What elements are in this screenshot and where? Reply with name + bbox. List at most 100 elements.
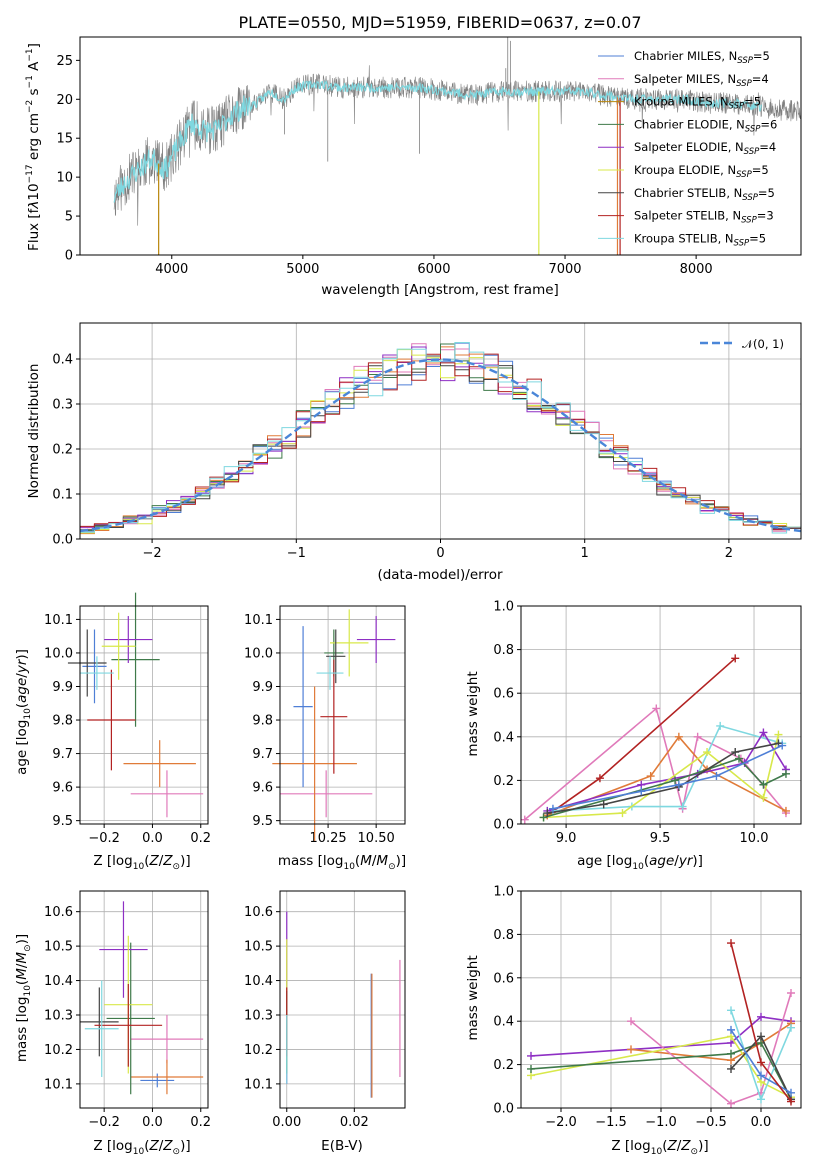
y-tick-label: 0.8 (493, 928, 514, 943)
mass-weight-marker (781, 806, 790, 815)
x-tick-label: 0.2 (190, 831, 211, 846)
axes-frame (520, 605, 802, 825)
panel-c-ylabel: mass weight (465, 671, 481, 756)
y-tick-label: 9.5 (252, 814, 273, 829)
x-tick-label: 4000 (155, 262, 188, 277)
y-tick-label: 10.6 (44, 905, 73, 920)
x-tick-label: −1.0 (645, 1115, 677, 1130)
x-tick-label: 9.0 (556, 831, 577, 846)
age-vs-mass-panel: 10.25 10.50 9.5 9.6 9.7 9.8 9.9 10.0 10.1 (244, 605, 406, 846)
mass-weight-marker (731, 748, 740, 757)
y-tick-label: 1.0 (493, 885, 514, 900)
mass-vs-metallicity-panel: −0.2 0.0 0.2 10.1 10.2 10.3 10.4 10.5 10.6 (44, 890, 211, 1130)
x-tick-label: 9.5 (650, 831, 671, 846)
y-tick-label: 10.1 (244, 1077, 273, 1092)
legend-entry: Kroupa ELODIE, NSSP=5 (634, 163, 769, 180)
mass-weight-marker (787, 1088, 795, 1097)
x-tick-label: 2 (725, 546, 733, 561)
legend-entry: Chabrier ELODIE, NSSP=6 (634, 117, 777, 134)
axes-frame (79, 322, 802, 540)
y-tick-label: 10.3 (44, 1009, 73, 1024)
mass-weight-marker (527, 1051, 535, 1060)
y-tick-label: 0.2 (52, 443, 73, 458)
mass-weight-marker (716, 721, 725, 730)
y-tick-label: 0.0 (52, 533, 73, 548)
mass-weight-marker (757, 1032, 765, 1041)
spectrum-panel: 4000 5000 6000 7000 8000 0 5 10 15 20 25 Chabrier M… (56, 36, 802, 277)
y-tick-label: 0.2 (493, 1058, 514, 1073)
gaussian-legend-label: 𝒩(0, 1) (742, 337, 784, 351)
mass-weight-marker (727, 1025, 735, 1034)
histogram-series-step (80, 342, 801, 534)
y-tick-label: 9.7 (252, 747, 273, 762)
mass-weight-series-line (630, 992, 792, 1105)
x-tick-label: 1 (581, 546, 589, 561)
mass-weight-series-line (547, 730, 787, 812)
panel-b-xlabel: mass [log10(M/M⊙)] (278, 853, 406, 872)
axes-frame (520, 890, 802, 1109)
y-tick-label: 15 (56, 132, 73, 147)
mass-weight-marker (703, 748, 712, 757)
legend-entry: Salpeter ELODIE, NSSP=4 (634, 140, 776, 157)
legend-entry: Salpeter STELIB, NSSP=3 (634, 209, 774, 226)
mass-weight-marker (759, 728, 768, 737)
y-tick-label: 10.5 (244, 940, 273, 955)
mass-weight-marker (548, 804, 557, 813)
y-tick-label: 0.6 (493, 687, 514, 702)
mass-weight-marker (757, 1058, 765, 1067)
mass-weight-marker (787, 1097, 795, 1106)
x-tick-label: 0.0 (142, 1115, 163, 1130)
mass-weight-series-line (543, 734, 780, 819)
mass-weight-marker (678, 802, 687, 811)
panel-a-xlabel: Z [log10(Z/Z⊙)] (93, 853, 190, 872)
mass-weight-vs-metallicity-panel: −2.0 −1.5 −1.0 −0.5 0.0 0.0 0.2 0.4 0.6 0.8 1.0 (493, 885, 802, 1130)
y-tick-label: 20 (56, 93, 73, 108)
observed-spectrum-line (113, 65, 801, 226)
panel-e-xlabel: E(B-V) (321, 1138, 363, 1154)
y-tick-label: 10.4 (244, 974, 273, 989)
histogram-xlabel: (data-model)/error (377, 567, 503, 583)
mass-weight-marker (693, 732, 702, 741)
mass-weight-marker (712, 772, 721, 781)
panel-f-xlabel: Z [log10(Z/Z⊙)] (611, 1138, 708, 1157)
mass-weight-marker (778, 741, 787, 750)
mass-weight-series-line (530, 1035, 792, 1098)
panel-c-xlabel: age [log10(age/yr)] (577, 853, 703, 872)
y-tick-label: 9.6 (252, 781, 273, 796)
x-tick-label: 0.0 (142, 831, 163, 846)
x-tick-label: 0.02 (340, 1115, 369, 1130)
y-tick-label: 0.4 (52, 353, 73, 368)
y-tick-label: 9.6 (52, 781, 73, 796)
x-tick-label: 0.00 (272, 1115, 301, 1130)
mass-weight-marker (787, 988, 795, 997)
mass-weight-marker (671, 776, 680, 785)
mass-weight-marker (781, 769, 790, 778)
mass-weight-marker (618, 809, 627, 818)
panel-f-ylabel: mass weight (465, 955, 481, 1040)
age-vs-metallicity-panel: −0.2 0.0 0.2 9.5 9.6 9.7 9.8 9.9 10.0 10.1 (44, 592, 211, 846)
x-tick-label: 10.50 (358, 831, 395, 846)
y-tick-label: 10.2 (44, 1043, 73, 1058)
residual-histogram-panel: −2 −1 0 1 2 0.0 0.1 0.2 0.3 0.4 𝒩(0, 1) (52, 322, 802, 561)
mass-weight-marker (527, 1064, 535, 1073)
y-tick-label: 0.1 (52, 488, 73, 503)
x-tick-label: −0.2 (88, 1115, 120, 1130)
y-tick-label: 0 (65, 249, 73, 264)
x-tick-label: 10.0 (740, 831, 769, 846)
axes-frame (79, 605, 209, 825)
x-tick-label: −2 (143, 546, 162, 561)
mass-weight-marker (787, 1023, 795, 1032)
y-tick-label: 0.4 (493, 1015, 514, 1030)
mass-weight-marker (652, 704, 661, 713)
y-tick-label: 9.5 (52, 814, 73, 829)
legend-entry: Salpeter MILES, NSSP=4 (634, 72, 769, 89)
y-tick-label: 9.7 (52, 747, 73, 762)
x-tick-label: 8000 (680, 262, 713, 277)
mass-weight-marker (727, 1049, 735, 1058)
y-tick-label: 10.1 (44, 613, 73, 628)
x-tick-label: 5000 (286, 262, 319, 277)
y-tick-label: 0.8 (493, 643, 514, 658)
legend-entry: Chabrier STELIB, NSSP=5 (634, 186, 775, 203)
y-tick-label: 0.4 (493, 730, 514, 745)
panel-d-xlabel: Z [log10(Z/Z⊙)] (93, 1138, 190, 1157)
